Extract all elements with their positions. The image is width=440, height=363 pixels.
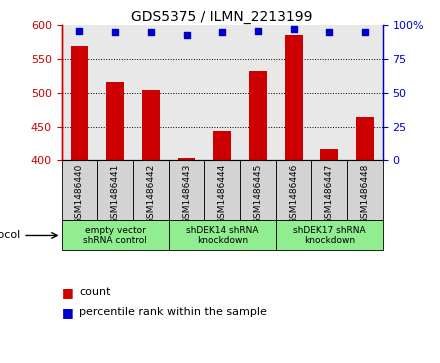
Text: percentile rank within the sample: percentile rank within the sample: [79, 307, 267, 317]
Text: GSM1486448: GSM1486448: [360, 163, 370, 224]
Bar: [347, 25, 383, 160]
Text: GSM1486440: GSM1486440: [75, 163, 84, 224]
Bar: [240, 25, 276, 160]
Point: [361, 29, 368, 35]
Text: protocol: protocol: [0, 231, 20, 240]
Bar: [285, 35, 303, 160]
Text: GSM1486443: GSM1486443: [182, 163, 191, 224]
Text: GSM1486444: GSM1486444: [218, 163, 227, 224]
Bar: [347, 160, 383, 220]
Bar: [62, 25, 97, 160]
Bar: [62, 160, 97, 220]
Bar: [169, 220, 276, 250]
Text: GSM1486446: GSM1486446: [289, 163, 298, 224]
Text: ■: ■: [62, 306, 77, 319]
Bar: [312, 160, 347, 220]
Bar: [356, 117, 374, 160]
Text: GSM1486447: GSM1486447: [325, 163, 334, 224]
Bar: [204, 25, 240, 160]
Text: ■: ■: [62, 286, 77, 299]
Bar: [142, 90, 160, 160]
Bar: [276, 220, 383, 250]
Bar: [312, 25, 347, 160]
Bar: [320, 149, 338, 160]
Text: shDEK17 shRNA
knockdown: shDEK17 shRNA knockdown: [293, 226, 366, 245]
Text: GSM1486442: GSM1486442: [147, 163, 155, 224]
Title: GDS5375 / ILMN_2213199: GDS5375 / ILMN_2213199: [132, 11, 313, 24]
Bar: [240, 160, 276, 220]
Bar: [133, 25, 169, 160]
Bar: [97, 160, 133, 220]
Bar: [169, 25, 204, 160]
Point: [254, 28, 261, 34]
Bar: [276, 25, 312, 160]
Text: empty vector
shRNA control: empty vector shRNA control: [83, 226, 147, 245]
Bar: [133, 160, 169, 220]
Point: [76, 28, 83, 34]
Point: [147, 29, 154, 35]
Text: count: count: [79, 287, 111, 297]
Bar: [106, 82, 124, 160]
Bar: [178, 158, 195, 160]
Bar: [62, 220, 169, 250]
Bar: [213, 131, 231, 160]
Point: [112, 29, 119, 35]
Text: GSM1486445: GSM1486445: [253, 163, 262, 224]
Bar: [204, 160, 240, 220]
Text: GSM1486441: GSM1486441: [110, 163, 120, 224]
Bar: [276, 160, 312, 220]
Bar: [70, 46, 88, 160]
Point: [183, 32, 190, 38]
Point: [290, 26, 297, 32]
Bar: [249, 71, 267, 160]
Bar: [169, 160, 204, 220]
Bar: [97, 25, 133, 160]
Text: shDEK14 shRNA
knockdown: shDEK14 shRNA knockdown: [186, 226, 258, 245]
Point: [326, 29, 333, 35]
Point: [219, 29, 226, 35]
